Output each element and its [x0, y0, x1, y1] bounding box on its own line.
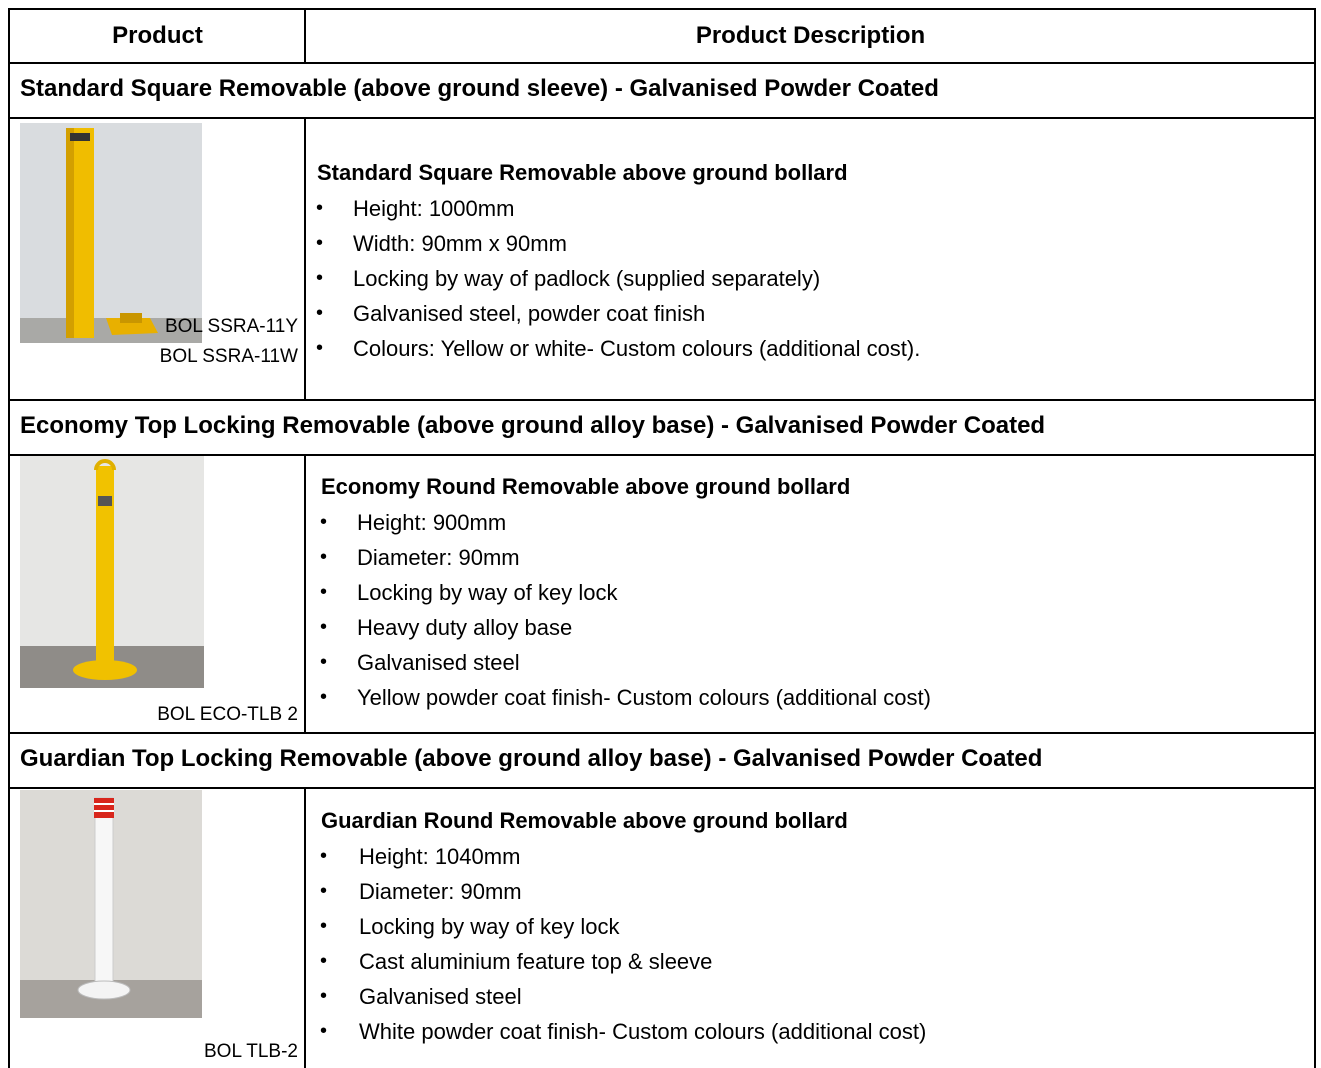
bullet: • — [316, 228, 323, 258]
spec-item: Width: 90mm x 90mm — [353, 229, 567, 259]
column-header: Product — [10, 21, 305, 51]
section-title: Standard Square Removable (above ground … — [20, 74, 939, 104]
bullet: • — [320, 841, 327, 871]
bullet: • — [320, 911, 327, 941]
spec-item: White powder coat finish- Custom colours… — [359, 1017, 926, 1047]
border — [8, 787, 1316, 789]
spec-item: Locking by way of key lock — [357, 578, 617, 608]
spec-item: Cast aluminium feature top & sleeve — [359, 947, 712, 977]
spec-item: Yellow powder coat finish- Custom colour… — [357, 683, 931, 713]
section-title: Guardian Top Locking Removable (above gr… — [20, 744, 1042, 774]
product-photo — [20, 456, 204, 688]
spec-item: Heavy duty alloy base — [357, 613, 572, 643]
column-header: Product Description — [306, 21, 1315, 51]
border — [8, 8, 10, 1068]
product-code: BOL SSRA-11W — [160, 342, 298, 372]
bullet: • — [320, 577, 327, 607]
spec-item: Diameter: 90mm — [357, 543, 520, 573]
bullet: • — [320, 542, 327, 572]
border — [8, 8, 1316, 10]
description-heading: Standard Square Removable above ground b… — [317, 158, 848, 188]
spec-item: Height: 1040mm — [359, 842, 520, 872]
bullet: • — [316, 193, 323, 223]
product-code: BOL SSRA-11Y — [165, 312, 298, 342]
product-photo — [20, 123, 202, 343]
spec-item: Locking by way of padlock (supplied sepa… — [353, 264, 820, 294]
border — [8, 399, 1316, 401]
spec-item: Galvanised steel — [359, 982, 522, 1012]
border — [1314, 8, 1316, 1068]
border — [8, 62, 1316, 64]
border — [304, 788, 306, 1068]
description-heading: Guardian Round Removable above ground bo… — [321, 806, 848, 836]
bullet: • — [316, 298, 323, 328]
page: {"table": { "columns": ["Product", "Prod… — [0, 0, 1321, 1068]
spec-item: Height: 900mm — [357, 508, 506, 538]
spec-item: Galvanised steel, powder coat finish — [353, 299, 705, 329]
section-title: Economy Top Locking Removable (above gro… — [20, 411, 1045, 441]
border — [8, 454, 1316, 456]
product-code: BOL ECO-TLB 2 — [157, 700, 298, 730]
bullet: • — [320, 946, 327, 976]
bullet: • — [320, 876, 327, 906]
spec-item: Galvanised steel — [357, 648, 520, 678]
spec-item: Colours: Yellow or white- Custom colours… — [353, 334, 920, 364]
spec-item: Diameter: 90mm — [359, 877, 522, 907]
border — [304, 455, 306, 733]
border — [8, 732, 1316, 734]
bullet: • — [320, 981, 327, 1011]
bullet: • — [320, 682, 327, 712]
bullet: • — [320, 1016, 327, 1046]
product-code: BOL TLB-2 — [204, 1037, 298, 1067]
bullet: • — [320, 507, 327, 537]
spec-item: Locking by way of key lock — [359, 912, 619, 942]
border — [8, 117, 1316, 119]
bullet: • — [316, 333, 323, 363]
spec-item: Height: 1000mm — [353, 194, 514, 224]
description-heading: Economy Round Removable above ground bol… — [321, 472, 850, 502]
bullet: • — [320, 647, 327, 677]
bullet: • — [320, 612, 327, 642]
bullet: • — [316, 263, 323, 293]
border — [304, 118, 306, 400]
product-photo — [20, 790, 202, 1018]
